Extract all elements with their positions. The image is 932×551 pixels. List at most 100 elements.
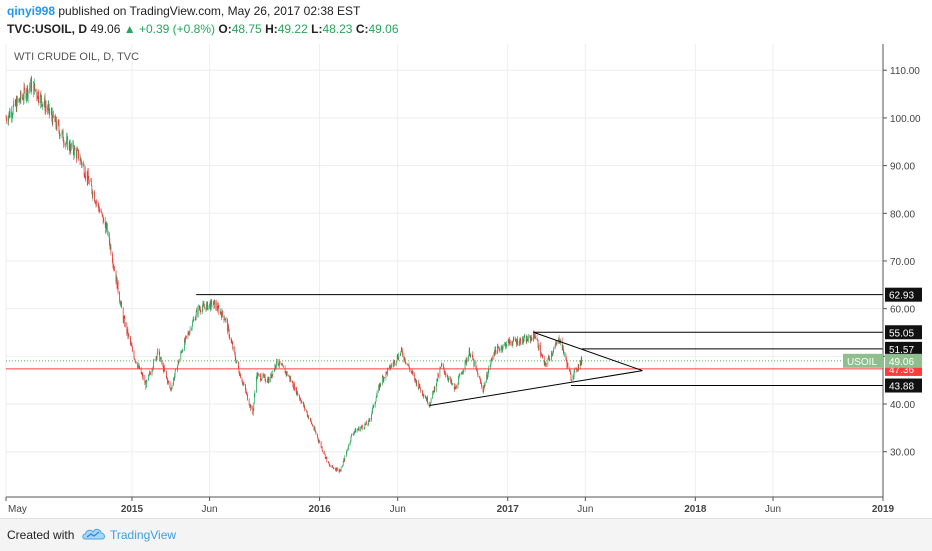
- candle-body-663: [483, 388, 484, 392]
- candle-body-97: [76, 150, 77, 159]
- trendline-5[interactable]: [429, 370, 643, 406]
- candle-body-674: [490, 358, 492, 363]
- candle-body-686: [499, 349, 500, 351]
- candle-body-739: [537, 340, 539, 348]
- candle-body-159: [120, 303, 121, 305]
- candle-body-661: [481, 383, 482, 387]
- candle-body-184: [138, 365, 139, 367]
- candle-body-450: [329, 465, 331, 467]
- candle-body-68: [55, 116, 56, 122]
- candle-body-562: [410, 369, 412, 372]
- candle-body-56: [45, 106, 47, 108]
- candle-body-725: [527, 340, 529, 342]
- candle-body-565: [412, 371, 413, 374]
- candle-body-487: [356, 429, 358, 433]
- candle-body-790: [574, 369, 575, 372]
- candle-body-425: [311, 423, 313, 425]
- candle-body-4: [8, 111, 10, 116]
- candle-body-655: [477, 371, 478, 373]
- candle-body-766: [556, 341, 558, 344]
- candle-body-182: [137, 363, 138, 368]
- candle-body-752: [547, 359, 549, 366]
- candle-body-789: [573, 371, 575, 377]
- candle-body-265: [196, 309, 198, 312]
- candle-body-47: [40, 94, 41, 104]
- candle-body-360: [264, 375, 266, 381]
- candle-body-657: [479, 377, 480, 378]
- candle-body-682: [497, 346, 498, 354]
- candle-body-555: [405, 361, 406, 363]
- candle-body-579: [422, 394, 424, 396]
- open-value: 48.75: [231, 22, 262, 36]
- candle-body-567: [414, 373, 416, 381]
- candle-body-638: [465, 359, 466, 361]
- candle-body-732: [533, 332, 534, 341]
- candle-body-63: [51, 112, 53, 118]
- candle-body-632: [461, 372, 462, 375]
- price-chart[interactable]: 110.00100.0090.0080.0070.0060.0050.0040.…: [0, 44, 932, 518]
- candle-body-677: [493, 353, 495, 359]
- candle-body-597: [435, 384, 437, 391]
- candle-body-108: [83, 166, 85, 176]
- candle-body-735: [534, 336, 536, 339]
- candle-body-200: [149, 372, 151, 374]
- level-badge-2: [885, 341, 922, 356]
- candle-body-320: [235, 362, 237, 363]
- candle-body-124: [95, 201, 96, 204]
- candle-body-15: [16, 98, 18, 111]
- candle-body-228: [170, 388, 171, 390]
- x-tick-label-5: 2017: [497, 504, 520, 515]
- candle-body-777: [565, 354, 567, 358]
- candle-body-317: [234, 346, 236, 355]
- candle-body-142: [108, 233, 110, 235]
- candle-body-177: [133, 351, 135, 359]
- candle-body-146: [110, 245, 112, 254]
- candle-body-243: [180, 351, 182, 353]
- candle-body-512: [374, 402, 376, 408]
- candle-body-472: [345, 452, 347, 456]
- candle-body-361: [265, 380, 266, 382]
- author-link[interactable]: qinyi998: [7, 4, 56, 18]
- last-price: 49.06: [90, 22, 121, 36]
- candle-body-630: [459, 375, 460, 377]
- candle-body-325: [239, 373, 241, 376]
- candle-body-151: [114, 269, 115, 271]
- candle-body-312: [230, 337, 232, 342]
- candle-body-284: [210, 300, 211, 310]
- candle-body-10: [12, 106, 14, 114]
- candle-body-702: [511, 342, 513, 345]
- candle-body-443: [324, 454, 326, 459]
- candle-body-133: [101, 212, 103, 215]
- x-tick-label-8: Jun: [765, 504, 781, 515]
- candle-body-623: [454, 387, 456, 390]
- candle-body-356: [261, 374, 263, 380]
- candle-body-613: [447, 376, 448, 379]
- candle-body-346: [254, 391, 256, 396]
- candle-body-733: [533, 332, 535, 336]
- candle-body-161: [121, 302, 123, 309]
- candle-body-173: [130, 343, 132, 344]
- candle-body-13: [15, 101, 17, 106]
- candle-body-295: [217, 305, 219, 308]
- candle-body-424: [311, 421, 312, 424]
- candle-body-783: [569, 370, 571, 372]
- candle-body-407: [299, 395, 300, 399]
- candle-body-223: [166, 376, 168, 379]
- candle-body-105: [81, 161, 82, 166]
- candle-body-145: [110, 245, 111, 248]
- candle-body-74: [59, 130, 60, 137]
- candle-body-337: [248, 400, 250, 406]
- candle-body-83: [65, 142, 67, 144]
- candle-body-558: [407, 364, 409, 366]
- trendline-4[interactable]: [533, 331, 643, 372]
- candle-body-537: [392, 364, 394, 366]
- candle-body-438: [321, 447, 322, 448]
- candle-body-342: [252, 406, 254, 414]
- candle-body-481: [351, 434, 353, 436]
- tradingview-brand[interactable]: TradingView: [110, 528, 177, 542]
- candle-body-290: [214, 300, 216, 309]
- candle-body-541: [394, 363, 396, 365]
- candle-body-529: [386, 371, 388, 375]
- candle-body-206: [153, 359, 155, 361]
- candle-body-757: [551, 353, 552, 360]
